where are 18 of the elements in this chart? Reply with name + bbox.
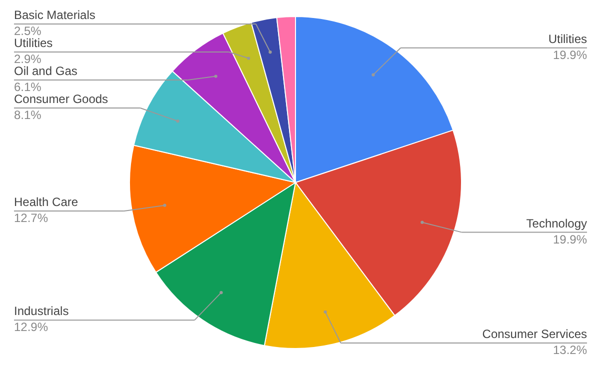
data-label: 2.5% xyxy=(14,24,42,38)
slice-label: Oil and Gas xyxy=(14,64,78,78)
data-label: 12.7% xyxy=(14,211,48,226)
data-label: 13.2% xyxy=(552,343,588,357)
data-label: 19.9% xyxy=(552,48,588,62)
slice-label: Utilities xyxy=(14,36,53,50)
data-label: 2.9% xyxy=(14,52,42,66)
slice-label: Consumer Goods xyxy=(14,92,108,106)
slice-label: Technology xyxy=(526,216,587,230)
data-label: 19.9% xyxy=(552,232,588,246)
data-label: 8.1% xyxy=(14,108,42,122)
data-label: 6.1% xyxy=(14,80,42,94)
slice-label: Basic Materials xyxy=(14,8,96,22)
slice-label: Health Care xyxy=(14,195,78,210)
slice-label: Industrials xyxy=(14,304,69,318)
slice-label: Consumer Services xyxy=(482,327,587,341)
slice-label: Utilities xyxy=(548,32,587,46)
data-label: 12.9% xyxy=(14,320,48,334)
